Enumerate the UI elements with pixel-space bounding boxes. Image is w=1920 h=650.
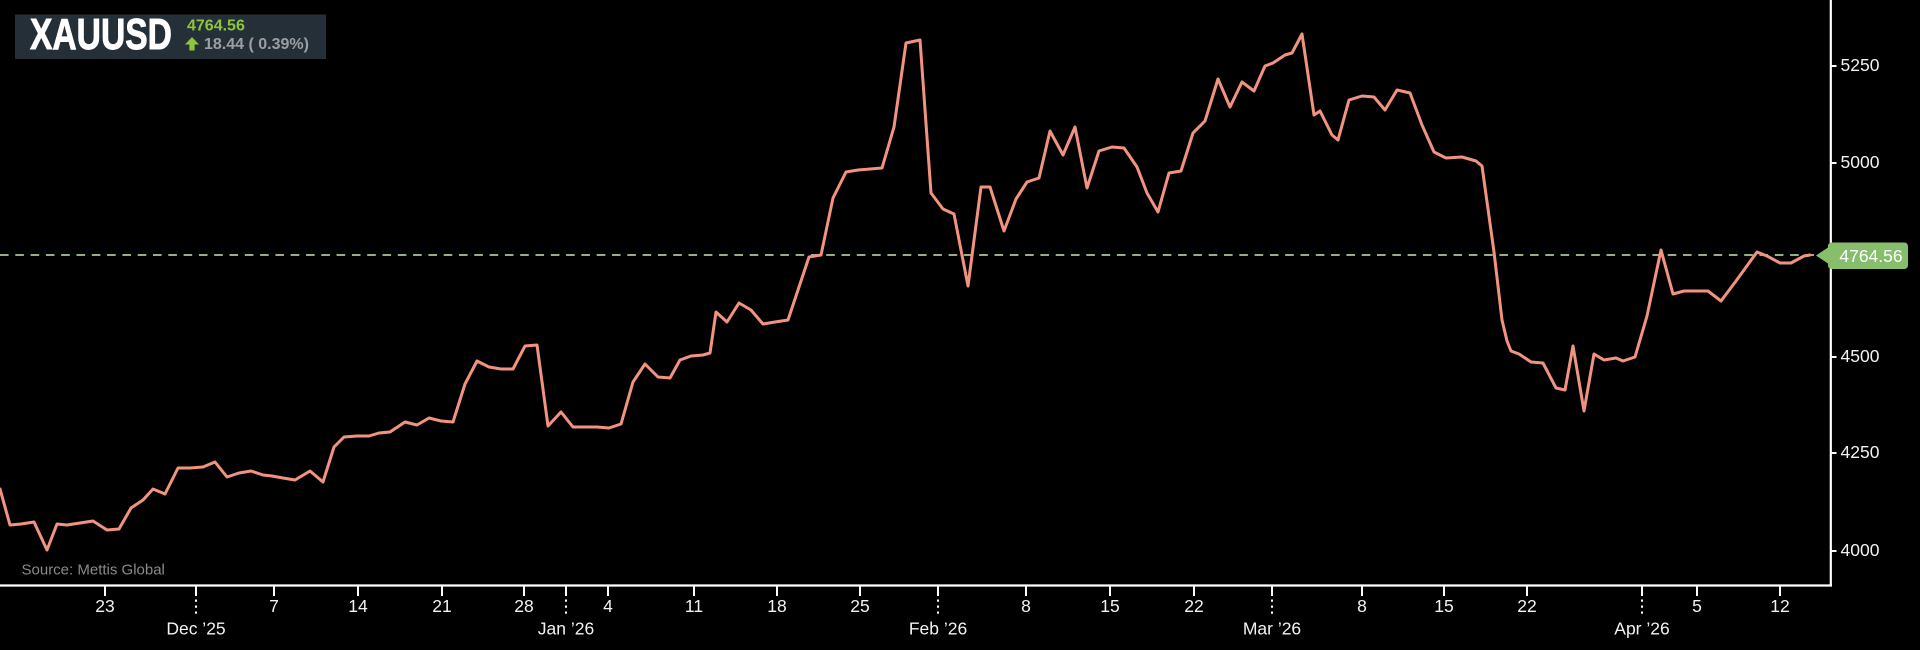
svg-text:22: 22 [1184, 596, 1203, 616]
svg-text:18: 18 [767, 596, 786, 616]
svg-text:11: 11 [685, 596, 703, 616]
svg-text:XAUUSD: XAUUSD [30, 11, 172, 59]
svg-text:5000: 5000 [1841, 152, 1880, 172]
svg-text:18.44 ( 0.39%): 18.44 ( 0.39%) [204, 36, 309, 53]
svg-text:21: 21 [432, 596, 451, 616]
svg-text:25: 25 [850, 596, 869, 616]
svg-text:5250: 5250 [1841, 55, 1880, 75]
svg-text:5: 5 [1692, 596, 1702, 616]
svg-text:7: 7 [269, 596, 279, 616]
svg-text:4250: 4250 [1841, 442, 1880, 462]
svg-text:Jan ’26: Jan ’26 [538, 619, 594, 639]
svg-text:Dec ’25: Dec ’25 [166, 619, 225, 639]
svg-text:Source: Mettis Global: Source: Mettis Global [22, 562, 165, 579]
svg-text:8: 8 [1357, 596, 1367, 616]
svg-text:14: 14 [348, 596, 368, 616]
svg-text:Mar ’26: Mar ’26 [1243, 619, 1301, 639]
svg-text:22: 22 [1517, 596, 1536, 616]
svg-text:4764.56: 4764.56 [1839, 246, 1902, 266]
svg-text:Apr ’26: Apr ’26 [1614, 619, 1669, 639]
svg-text:Feb ’26: Feb ’26 [909, 619, 967, 639]
svg-text:8: 8 [1021, 596, 1031, 616]
svg-text:12: 12 [1770, 596, 1789, 616]
svg-text:4: 4 [603, 596, 613, 616]
svg-text:23: 23 [95, 596, 114, 616]
svg-text:4764.56: 4764.56 [187, 18, 245, 35]
svg-text:28: 28 [514, 596, 533, 616]
svg-text:15: 15 [1434, 596, 1453, 616]
svg-text:4000: 4000 [1841, 540, 1880, 560]
svg-text:15: 15 [1100, 596, 1119, 616]
svg-text:4500: 4500 [1841, 346, 1880, 366]
